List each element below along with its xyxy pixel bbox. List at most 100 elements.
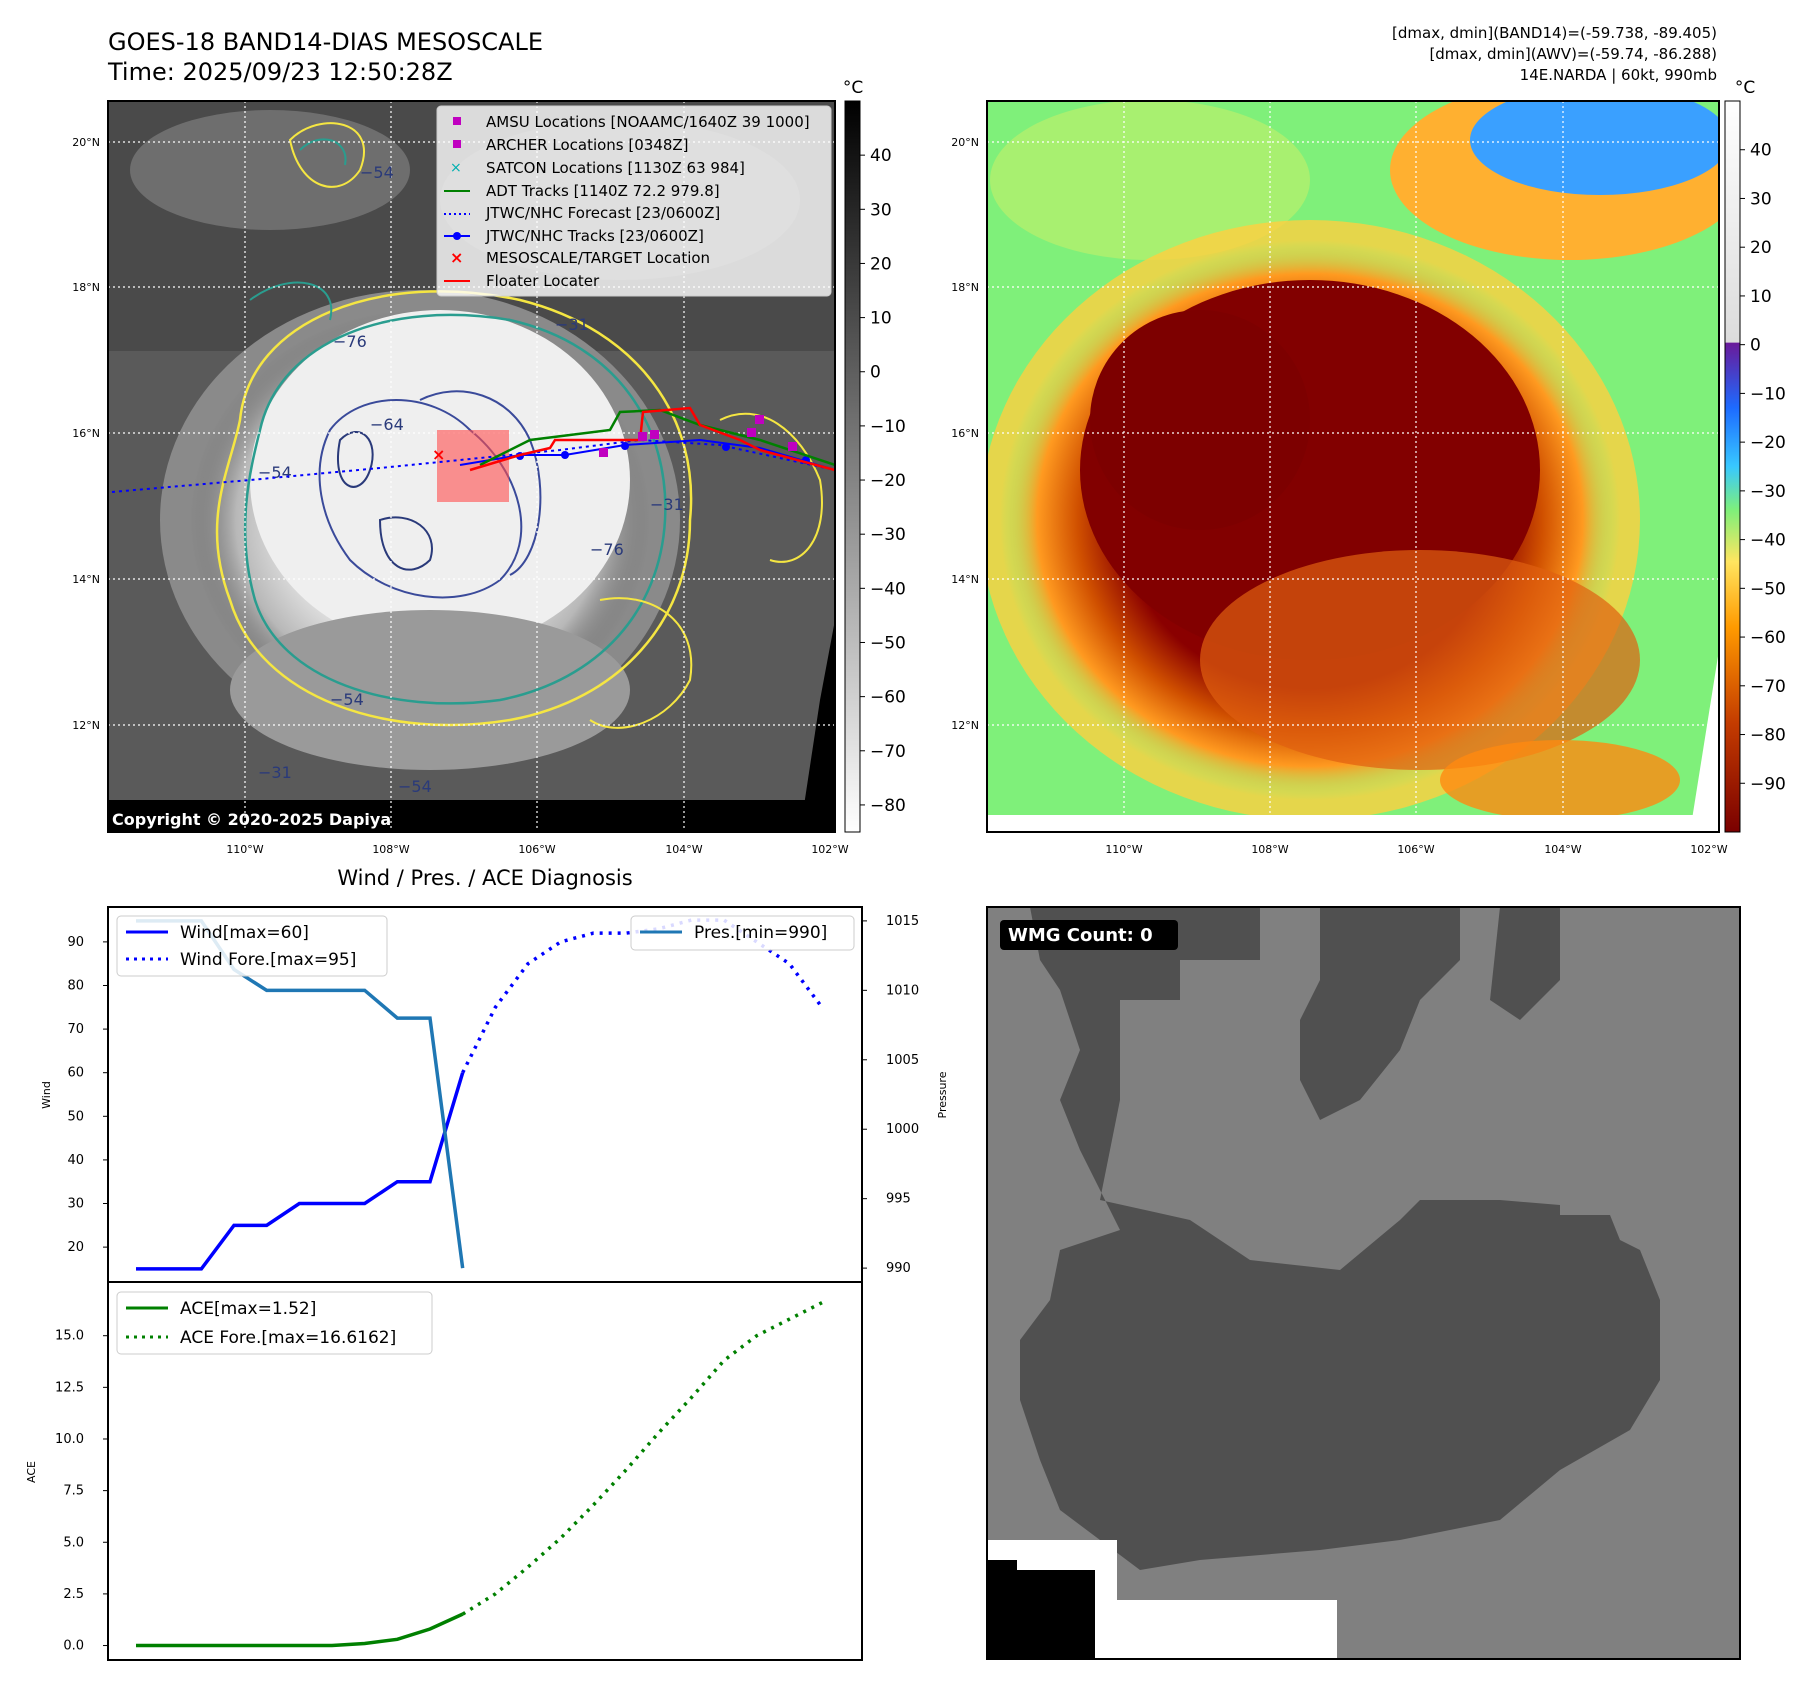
pressure-tick-label: 1010 [886,983,919,998]
ir-map-panel: −54 −76 −64 −54 −31 −76 −31 −54 −54 −31 [72,78,906,856]
legend-amsu: AMSU Locations [NOAAMC/1640Z 39 1000] [486,113,810,131]
wind-tick-label: 30 [67,1197,84,1212]
wmg-count-badge: WMG Count: 0 [1008,925,1153,946]
legend-floater: Floater Locater [486,272,600,290]
awv-colorbar-tick: −80 [1750,726,1786,746]
contour-label: −54 [330,690,364,709]
awv-colorbar-unit: °C [1735,78,1755,98]
ir-colorbar-unit: °C [843,78,863,98]
ir-colorbar-tick: −80 [870,796,906,816]
ir-colorbar-tick: −20 [870,471,906,491]
info-line-1: [dmax, dmin](BAND14)=(-59.738, -89.405) [1392,24,1717,42]
lat-label: 20°N [951,136,979,149]
ir-colorbar-tick: −30 [870,525,906,545]
awv-map-panel: 20°N 18°N 16°N 14°N 12°N 110°W 108°W 106… [951,78,1786,856]
svg-text:×: × [432,445,445,464]
contour-label: −31 [650,495,684,514]
awv-colorbar-tick: −30 [1750,482,1786,502]
lon-label: 108°W [1251,843,1288,856]
contour-label: −76 [333,332,367,351]
contour-label: −54 [398,777,432,796]
pressure-axis-label: Pressure [936,1071,949,1118]
ace-chart: 0.0 2.5 5.0 7.5 10.0 12.5 15.0 ACE ACE[max=1.5… [25,1281,863,1661]
contour-label: −76 [590,540,624,559]
ir-colorbar-tick: −50 [870,633,906,653]
legend-tracks: JTWC/NHC Tracks [23/0600Z] [485,227,704,245]
ir-colorbar-tick: 40 [870,146,892,166]
lon-label: 106°W [518,843,555,856]
awv-colorbar-tick: 30 [1750,189,1772,209]
lat-label: 20°N [72,136,100,149]
lat-label: 18°N [951,281,979,294]
lon-label: 102°W [811,843,848,856]
wind-tick-label: 60 [67,1066,84,1081]
info-line-2: [dmax, dmin](AWV)=(-59.74, -86.288) [1429,45,1717,63]
legend-satcon: SATCON Locations [1130Z 63 984] [486,159,745,177]
pressure-legend: Pres.[min=990] [630,915,855,951]
lat-label: 14°N [951,573,979,586]
awv-colorbar-tick: −20 [1750,433,1786,453]
pressure-tick-label: 1015 [886,914,919,929]
wmg-panel: WMG Count: 0 [986,906,1741,1660]
awv-colorbar-tick: −10 [1750,384,1786,404]
ir-colorbar-tick: 0 [870,363,881,383]
ace-tick-label: 15.0 [55,1329,84,1344]
wind-tick-label: 90 [67,935,84,950]
diagnosis-title: Wind / Pres. / ACE Diagnosis [337,866,632,890]
wind-legend: Wind[max=60] Wind Fore.[max=95] [116,915,388,977]
ace-tick-label: 12.5 [55,1380,84,1395]
ace-series-line-0 [136,1612,464,1648]
pressure-tick-label: 1000 [886,1122,919,1137]
ace-tick-label: 7.5 [63,1484,84,1499]
lat-label: 18°N [72,281,100,294]
ir-colorbar-tick: −60 [870,688,906,708]
awv-colorbar-tick: −40 [1750,531,1786,551]
awv-colorbar-tick: 10 [1750,287,1772,307]
contour-label: −31 [258,763,292,782]
pressure-tick-label: 990 [886,1261,911,1276]
legend-ace: ACE[max=1.52] [180,1299,316,1319]
legend-ace-forecast: ACE Fore.[max=16.6162] [180,1328,396,1348]
lat-label: 14°N [72,573,100,586]
series-line-0 [136,1072,465,1271]
contour-label: −31 [555,315,589,334]
awv-colorbar-tick: −90 [1750,774,1786,794]
lon-label: 110°W [1105,843,1142,856]
wind-tick-label: 20 [67,1240,84,1255]
awv-colorbar-tick: −60 [1750,628,1786,648]
legend-forecast: JTWC/NHC Forecast [23/0600Z] [485,204,720,222]
svg-text:×: × [450,160,462,176]
wind-tick-label: 80 [67,978,84,993]
lat-label: 12°N [951,719,979,732]
legend-archer: ARCHER Locations [0348Z] [486,136,689,154]
lat-label: 16°N [951,427,979,440]
ir-colorbar-tick: −70 [870,742,906,762]
ir-colorbar-tick: −10 [870,417,906,437]
wind-tick-label: 50 [67,1109,84,1124]
ace-tick-label: 5.0 [63,1535,84,1550]
lon-label: 106°W [1397,843,1434,856]
ace-axis-label: ACE [25,1461,38,1483]
contour-label: −54 [258,463,292,482]
ace-tick-label: 0.0 [63,1639,84,1654]
awv-colorbar-tick: 40 [1750,141,1772,161]
pressure-tick-label: 1005 [886,1053,919,1068]
legend-pressure: Pres.[min=990] [694,923,827,943]
legend-wind-forecast: Wind Fore.[max=95] [180,950,356,970]
ace-legend: ACE[max=1.52] ACE Fore.[max=16.6162] [116,1291,433,1355]
wind-tick-label: 40 [67,1153,84,1168]
ir-colorbar-tick: 30 [870,200,892,220]
ir-legend: × × AMSU Locations [NOAAMC/1640Z 39 1000… [436,105,832,297]
contour-label: −64 [370,415,404,434]
pressure-tick-label: 995 [886,1192,911,1207]
ace-tick-label: 2.5 [63,1587,84,1602]
ir-colorbar-tick: −40 [870,579,906,599]
title-line-2: Time: 2025/09/23 12:50:28Z [107,58,453,86]
awv-colorbar-tick: 20 [1750,238,1772,258]
ir-colorbar-tick: 20 [870,254,892,274]
title-line-1: GOES-18 BAND14-DIAS MESOSCALE [108,28,543,56]
lon-label: 110°W [226,843,263,856]
ir-colorbar [844,100,861,833]
ir-colorbar-tick: 10 [870,309,892,329]
